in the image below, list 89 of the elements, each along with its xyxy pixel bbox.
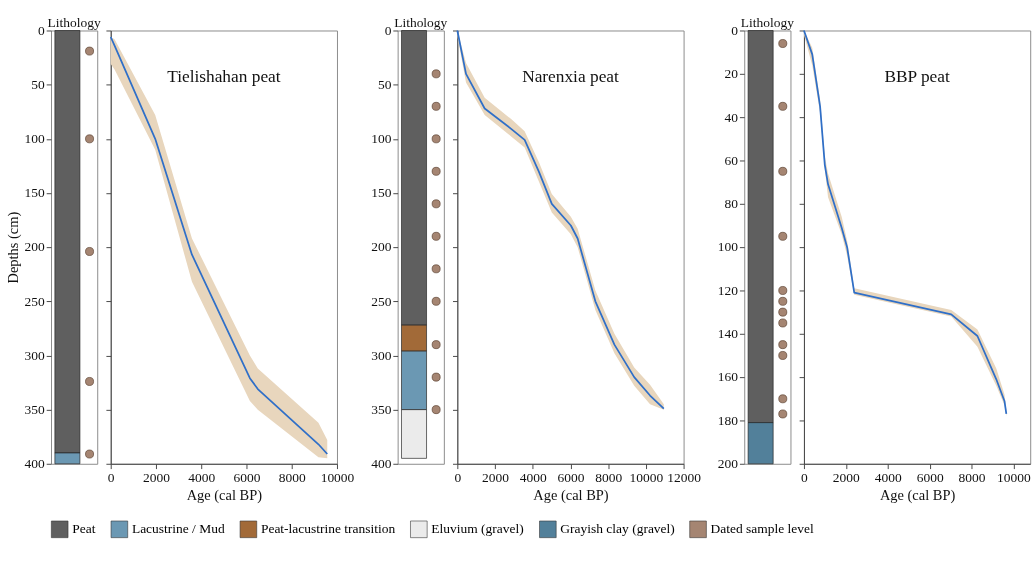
x-tick-label: Lithology: [47, 15, 101, 31]
y-tick-label: 300: [24, 347, 46, 363]
annotation: Tielishahan peat: [167, 66, 281, 86]
y-tick-label: 400: [371, 456, 392, 472]
y-tick-label: 50: [31, 77, 46, 93]
x-tick-label: 8000: [595, 469, 623, 485]
y-tick-label: 300: [371, 347, 392, 363]
point: [431, 405, 441, 414]
x-tick-label: 6000: [557, 469, 585, 485]
x-tick-label: 10000: [997, 469, 1032, 485]
x-tick-label: 10000: [320, 469, 355, 485]
annotation: Narenxia peat: [522, 66, 619, 86]
point: [431, 264, 441, 274]
point: [778, 231, 788, 241]
point: [431, 231, 441, 241]
point: [431, 134, 441, 144]
y-tick-label: 160: [717, 369, 739, 385]
point: [431, 296, 441, 306]
y-tick-label: 80: [724, 196, 739, 212]
y-tick-label: 60: [724, 152, 739, 168]
point: [778, 101, 788, 111]
point: [85, 134, 94, 144]
point: [85, 377, 94, 386]
x-tick-label: 12000: [667, 469, 702, 485]
x-tick-label: 0: [107, 469, 115, 485]
point: [431, 340, 441, 349]
x-tick-label: 0: [454, 469, 462, 485]
x-tick-label: 6000: [916, 469, 944, 485]
x-tick-label: Lithology: [394, 15, 448, 31]
point: [778, 394, 788, 404]
y-tick-label: 100: [24, 131, 46, 147]
x-axis-title: Age (cal BP): [533, 486, 609, 504]
x-tick-label: 2000: [482, 469, 510, 485]
y-tick-label: 100: [371, 131, 392, 147]
point: [431, 372, 441, 382]
y-tick-label: 350: [371, 401, 392, 417]
y-tick-label: 140: [717, 326, 739, 342]
point: [778, 39, 788, 48]
point: [85, 449, 94, 459]
point: [778, 351, 788, 360]
x-axis-title: Age (cal BP): [879, 486, 956, 504]
point: [431, 166, 441, 176]
x-tick-label: 4000: [188, 469, 216, 485]
x-tick-label: 4000: [874, 469, 902, 485]
x-tick-label: 8000: [278, 469, 306, 485]
legend-label: Grayish clay (gravel): [560, 521, 675, 537]
legend-label: Lacustrine / Mud: [131, 521, 225, 537]
y-tick-label: 180: [717, 412, 739, 428]
point: [778, 409, 788, 419]
x-tick-label: 2000: [142, 469, 171, 485]
point: [85, 46, 94, 56]
point: [778, 318, 788, 328]
y-tick-label: 120: [717, 282, 739, 298]
y-tick-label: 200: [24, 239, 46, 255]
x-tick-label: 10000: [629, 469, 664, 485]
point: [778, 286, 788, 295]
x-tick-label: 8000: [958, 469, 986, 485]
x-tick-label: 0: [801, 469, 809, 485]
point: [778, 307, 788, 317]
x-tick-label: Lithology: [740, 15, 795, 31]
y-tick-label: 250: [24, 293, 46, 309]
y-tick-label: 350: [24, 401, 46, 417]
x-tick-label: 4000: [519, 469, 547, 485]
point: [85, 247, 94, 256]
x-tick-label: 2000: [832, 469, 861, 485]
y-axis-title: Depths (cm): [4, 211, 22, 284]
y-tick-label: 100: [717, 239, 739, 255]
legend-label: Eluvium (gravel): [431, 521, 524, 537]
x-axis-title: Age (cal BP): [186, 486, 263, 504]
point: [778, 166, 788, 176]
y-tick-label: 200: [717, 456, 739, 472]
point: [431, 199, 441, 209]
point: [778, 340, 788, 349]
x-tick-label: 6000: [233, 469, 261, 485]
point: [778, 296, 788, 306]
legend-label: Peat-lacustrine transition: [260, 521, 396, 537]
y-tick-label: 20: [724, 66, 739, 82]
y-tick-label: 150: [371, 185, 392, 201]
legend-label: Peat: [72, 521, 96, 537]
y-tick-label: 50: [377, 77, 392, 93]
y-tick-label: 200: [371, 239, 392, 255]
point: [431, 69, 441, 79]
legend-label: Dated sample level: [710, 521, 815, 537]
y-tick-label: 250: [371, 293, 392, 309]
y-tick-label: 400: [24, 456, 46, 472]
point: [431, 101, 441, 111]
y-tick-label: 40: [724, 109, 739, 125]
y-tick-label: 150: [24, 185, 46, 201]
annotation: BBP peat: [884, 66, 950, 86]
